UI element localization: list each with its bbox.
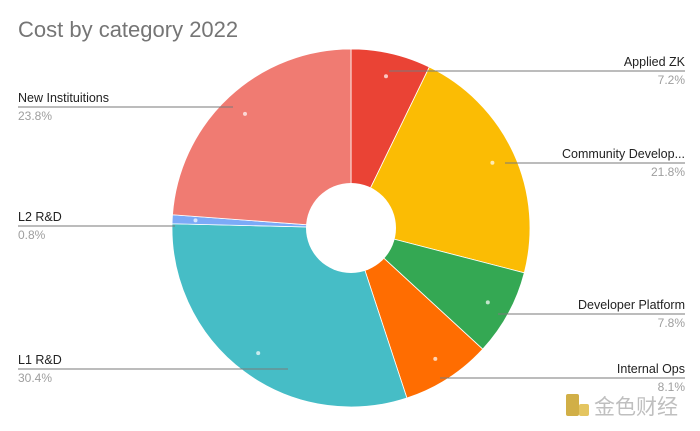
slice-percent: 0.8% — [18, 228, 46, 242]
slice-label-community-develop: Community Develop... 21.8% — [505, 147, 685, 179]
slice-label-l1-rd: L1 R&D 30.4% — [18, 353, 288, 385]
chart-title: Cost by category 2022 — [18, 17, 238, 42]
slice-label-new-instituitions: New Instituitions 23.8% — [18, 91, 233, 123]
slice-percent: 30.4% — [18, 371, 52, 385]
slice-marker-dot — [485, 300, 490, 305]
slice-name: Developer Platform — [578, 298, 685, 312]
slice-marker-dot — [433, 356, 438, 361]
pie-slice-new-instituitions — [172, 48, 352, 229]
slice-percent: 8.1% — [658, 380, 686, 394]
watermark: 金色财经 — [566, 394, 678, 419]
slice-marker-dot — [490, 160, 495, 165]
slice-name: Applied ZK — [624, 55, 686, 69]
pie-slices — [171, 48, 531, 408]
jinse-logo-icon — [566, 394, 589, 416]
donut-hole — [306, 183, 396, 273]
slice-name: Community Develop... — [562, 147, 685, 161]
slice-percent: 21.8% — [651, 165, 685, 179]
slice-marker-dot — [243, 111, 247, 116]
slice-label-l2-rd: L2 R&D 0.8% — [18, 210, 175, 242]
slice-percent: 7.8% — [658, 316, 686, 330]
slice-markers — [193, 74, 495, 361]
slice-name: L2 R&D — [18, 210, 62, 224]
slice-marker-dot — [256, 351, 261, 356]
slice-name: L1 R&D — [18, 353, 62, 367]
slice-percent: 7.2% — [658, 73, 686, 87]
slice-marker-dot — [193, 218, 198, 223]
slice-marker-dot — [384, 74, 388, 79]
slice-name: Internal Ops — [617, 362, 685, 376]
slice-percent: 23.8% — [18, 109, 52, 123]
slice-name: New Instituitions — [18, 91, 109, 105]
slice-label-internal-ops: Internal Ops 8.1% — [440, 362, 685, 394]
watermark-text: 金色财经 — [594, 396, 678, 419]
pie-slice-community-develop — [350, 66, 531, 274]
slice-label-developer-platform: Developer Platform 7.8% — [498, 298, 685, 330]
slice-label-applied-zk: Applied ZK 7.2% — [389, 55, 686, 87]
